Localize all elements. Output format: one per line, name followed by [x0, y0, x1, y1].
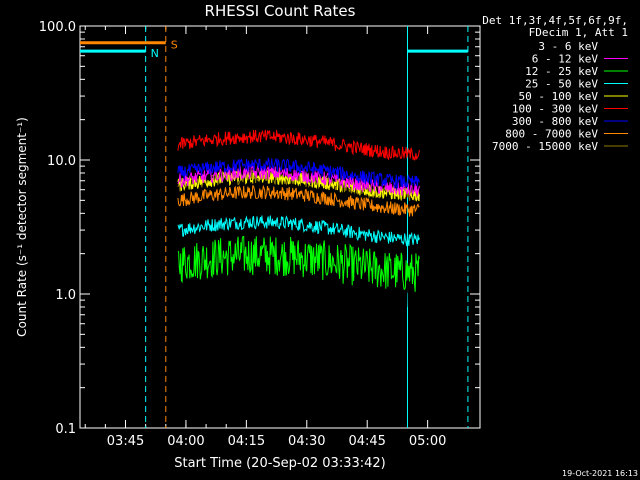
- x-axis-label: Start Time (20-Sep-02 03:33:42): [174, 456, 385, 471]
- x-tick-label-1: 04:00: [167, 434, 204, 449]
- x-tick-label-0: 03:45: [107, 434, 144, 449]
- legend-label-3: 25 - 50 keV: [525, 78, 598, 91]
- legend: Det 1f,3f,4f,5f,6f,9f,FDecim 1, Att 13 -…: [482, 14, 628, 153]
- legend-title-0: Det 1f,3f,4f,5f,6f,9f,: [482, 14, 628, 27]
- legend-label-2: 12 - 25 keV: [525, 65, 598, 78]
- legend-label-7: 800 - 7000 keV: [505, 128, 598, 141]
- y-tick-label-1: 1.0: [55, 288, 76, 303]
- legend-label-5: 100 - 300 keV: [512, 103, 598, 116]
- legend-title-1: FDecim 1, Att 1: [529, 26, 628, 39]
- legend-label-1: 6 - 12 keV: [532, 53, 599, 66]
- series-line-3: [177, 215, 420, 247]
- y-axis: 0.1 1.0 10.0 100.0: [39, 20, 480, 437]
- y-axis-label: Count Rate (s⁻¹ detector segment⁻¹): [15, 117, 29, 337]
- legend-label-0: 3 - 6 keV: [538, 40, 598, 53]
- plot-frame: [79, 25, 481, 429]
- y-tick-label-2: 10.0: [47, 154, 76, 169]
- x-tick-label-3: 04:30: [288, 434, 325, 449]
- legend-label-4: 50 - 100 keV: [519, 90, 599, 103]
- series-line-1: [177, 164, 420, 197]
- series-line-5: [177, 129, 420, 161]
- y-tick-label-3: 100.0: [39, 20, 76, 35]
- bar-label-1: S: [171, 39, 178, 52]
- series-line-7: [177, 184, 420, 217]
- bar-label-0: N: [151, 47, 159, 60]
- legend-label-6: 300 - 800 keV: [512, 115, 598, 128]
- x-tick-label-5: 05:00: [409, 434, 446, 449]
- series-line-4: [177, 169, 420, 202]
- x-axis: 03:45 04:00 04:15 04:30 04:45 05:00: [84, 26, 446, 449]
- footer-timestamp: 19-Oct-2021 16:13: [562, 469, 638, 478]
- marker-lines: NS: [80, 26, 469, 428]
- plot-border: [79, 25, 481, 429]
- series-line-6: [177, 156, 420, 191]
- x-tick-label-4: 04:45: [348, 434, 385, 449]
- x-tick-label-2: 04:15: [228, 434, 265, 449]
- y-tick-label-0: 0.1: [55, 422, 76, 437]
- series-lines: [177, 129, 420, 315]
- legend-label-8: 7000 - 15000 keV: [492, 140, 598, 153]
- chart-title: RHESSI Count Rates: [205, 2, 356, 20]
- series-line-2: [177, 236, 420, 292]
